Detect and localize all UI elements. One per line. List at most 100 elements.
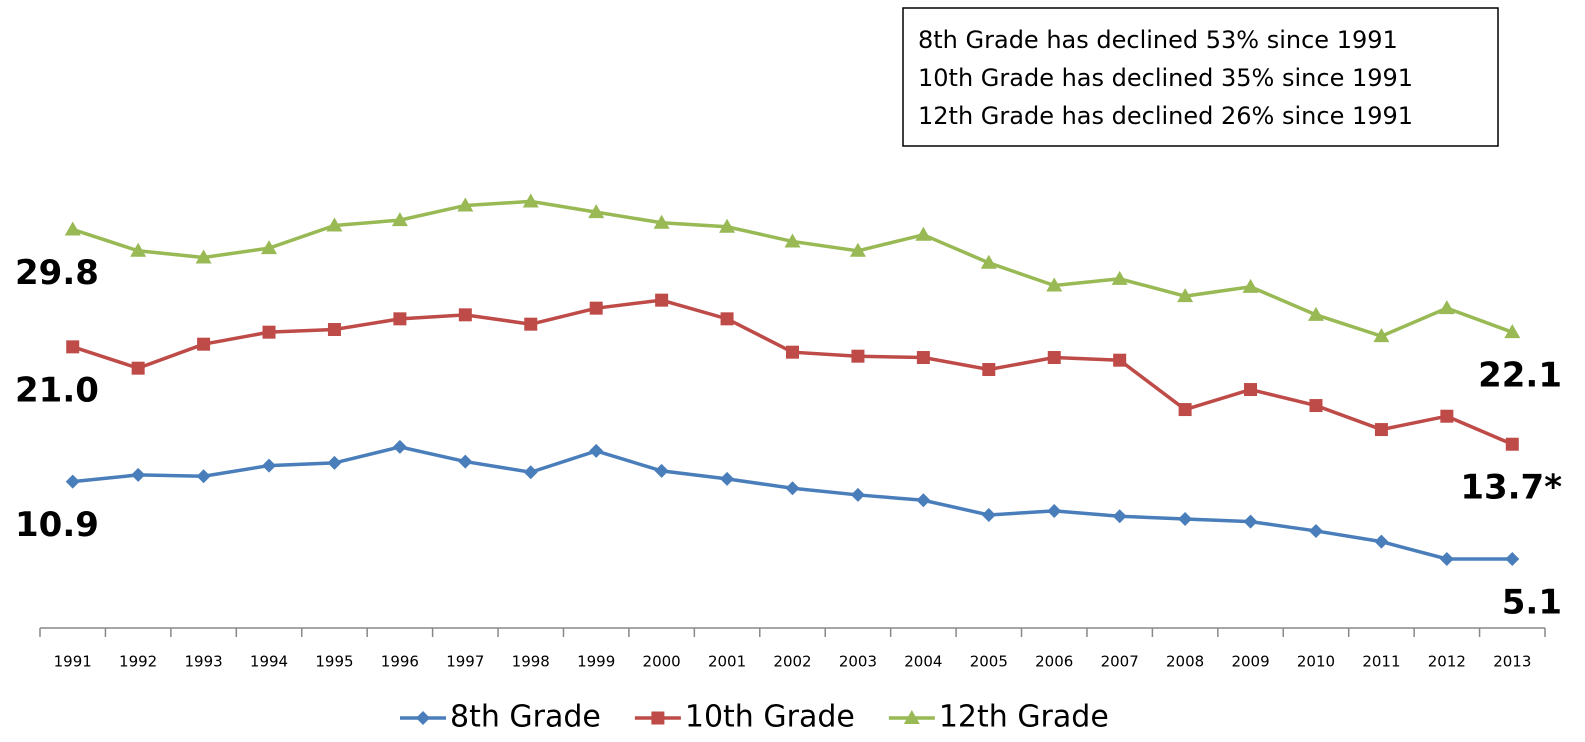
x-tick-label: 1996 <box>381 653 419 671</box>
x-tick-label: 1997 <box>446 653 484 671</box>
marker <box>523 465 538 480</box>
x-tick-label: 2008 <box>1166 653 1204 671</box>
legend-label: 12th Grade <box>939 700 1109 735</box>
marker <box>981 507 996 522</box>
data-label: 21.0 <box>15 370 99 410</box>
marker <box>850 487 865 502</box>
marker <box>1505 437 1519 451</box>
marker <box>980 254 997 269</box>
marker <box>1047 503 1062 518</box>
x-tick-label: 2009 <box>1231 653 1269 671</box>
x-tick-label: 2006 <box>1035 653 1073 671</box>
legend-label: 8th Grade <box>450 700 601 735</box>
x-tick-label: 2000 <box>643 653 681 671</box>
marker <box>392 439 407 454</box>
annotation: 12th Grade has declined 26% since 1991 <box>918 102 1413 130</box>
marker <box>1309 399 1323 413</box>
marker <box>1439 551 1454 566</box>
x-tick-label: 2013 <box>1493 653 1531 671</box>
marker <box>393 312 407 326</box>
marker <box>416 711 430 725</box>
marker <box>786 345 799 359</box>
marker <box>66 340 80 354</box>
x-tick-label: 2007 <box>1101 653 1139 671</box>
x-tick-label: 1995 <box>315 653 353 671</box>
x-tick-label: 2010 <box>1297 653 1335 671</box>
marker <box>1242 278 1259 293</box>
marker <box>458 454 473 469</box>
data-label: 13.7* <box>1460 468 1562 508</box>
x-tick-label: 1993 <box>184 653 222 671</box>
marker <box>1307 306 1324 321</box>
marker <box>1438 300 1455 315</box>
marker <box>261 240 278 255</box>
data-label: 5.1 <box>1502 582 1562 622</box>
x-tick-label: 2005 <box>970 653 1008 671</box>
marker <box>1308 523 1323 538</box>
marker <box>653 214 670 229</box>
marker <box>64 221 81 236</box>
marker <box>903 710 920 724</box>
marker <box>851 349 865 363</box>
x-tick-label: 2004 <box>904 653 942 671</box>
marker <box>262 325 276 339</box>
marker <box>1244 383 1258 397</box>
marker <box>131 467 146 482</box>
marker <box>784 233 801 248</box>
marker <box>719 218 736 233</box>
marker <box>654 463 669 478</box>
marker <box>326 217 343 232</box>
marker <box>1505 551 1520 566</box>
marker <box>327 323 341 337</box>
marker <box>849 242 866 257</box>
marker <box>197 337 211 351</box>
marker <box>522 193 539 208</box>
marker <box>651 711 665 725</box>
marker <box>916 493 931 508</box>
marker <box>655 293 669 307</box>
marker <box>131 361 145 375</box>
marker <box>589 443 604 458</box>
annotation: 10th Grade has declined 35% since 1991 <box>918 64 1413 92</box>
series-line <box>72 445 1513 561</box>
marker <box>130 242 147 257</box>
marker <box>720 471 735 486</box>
marker <box>1111 270 1128 285</box>
marker <box>1504 324 1521 339</box>
marker <box>391 212 408 227</box>
x-tick-label: 2011 <box>1362 653 1400 671</box>
x-tick-label: 2002 <box>773 653 811 671</box>
x-tick-label: 1999 <box>577 653 615 671</box>
marker <box>327 455 342 470</box>
marker <box>720 312 734 326</box>
annotation: 8th Grade has declined 53% since 1991 <box>918 26 1398 54</box>
marker <box>1373 328 1390 343</box>
x-tick-label: 2003 <box>839 653 877 671</box>
x-tick-label: 1998 <box>512 653 550 671</box>
data-label: 29.8 <box>15 253 99 293</box>
marker <box>1112 509 1127 524</box>
marker <box>916 351 930 365</box>
marker <box>1177 288 1194 303</box>
marker <box>1178 511 1193 526</box>
marker <box>1374 423 1388 437</box>
data-label: 10.9 <box>15 505 99 545</box>
x-tick-label: 1994 <box>250 653 288 671</box>
data-label: 22.1 <box>1478 356 1562 396</box>
marker <box>457 197 474 212</box>
marker <box>1113 353 1127 367</box>
marker <box>65 474 80 489</box>
marker <box>1046 277 1063 292</box>
marker <box>588 204 605 219</box>
marker <box>1440 409 1454 423</box>
marker <box>1047 351 1061 365</box>
marker <box>262 458 277 473</box>
x-tick-label: 1992 <box>119 653 157 671</box>
marker <box>1374 534 1389 549</box>
x-tick-label: 2001 <box>708 653 746 671</box>
x-tick-label: 2012 <box>1428 653 1466 671</box>
marker <box>982 363 996 377</box>
marker <box>785 481 800 496</box>
marker <box>915 226 932 241</box>
